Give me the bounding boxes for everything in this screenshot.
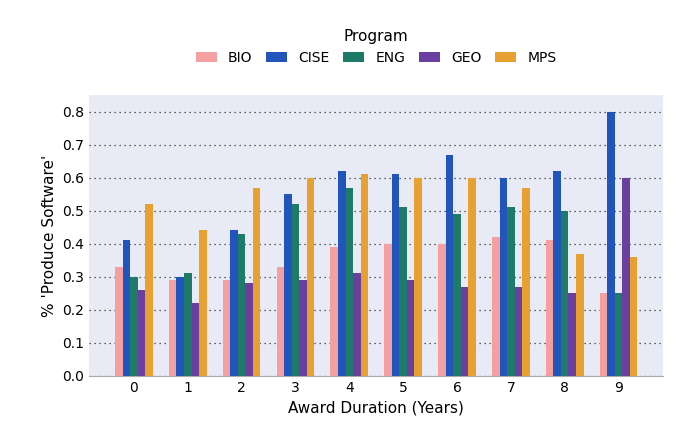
Bar [384,244,392,376]
Bar [238,234,246,376]
Bar [453,214,461,376]
Bar [461,287,469,376]
X-axis label: Award Duration (Years): Award Duration (Years) [288,400,464,415]
Bar [568,293,576,376]
Bar [360,175,368,376]
Bar [600,293,607,376]
Bar [137,290,145,376]
Bar [615,293,622,376]
Bar [253,187,261,376]
Bar [407,280,415,376]
Bar [415,178,422,376]
Bar [299,280,306,376]
Bar [284,194,291,376]
Bar [622,178,630,376]
Bar [291,204,299,376]
Bar [338,171,345,376]
Y-axis label: % 'Produce Software': % 'Produce Software' [42,154,57,317]
Bar [199,231,207,376]
Bar [576,254,583,376]
Bar [553,171,561,376]
Bar [115,267,122,376]
Bar [546,240,553,376]
Bar [514,287,522,376]
Bar [438,244,446,376]
Bar [492,237,499,376]
Bar [353,273,360,376]
Bar [446,155,453,376]
Bar [169,280,176,376]
Bar [399,207,407,376]
Bar [122,240,130,376]
Bar [522,187,529,376]
Bar [507,207,514,376]
Bar [184,273,192,376]
Bar [392,175,399,376]
Bar [607,111,615,376]
Bar [223,280,231,376]
Bar [176,277,184,376]
Bar [499,178,507,376]
Bar [306,178,314,376]
Bar [276,267,284,376]
Bar [192,303,199,376]
Legend: BIO, CISE, ENG, GEO, MPS: BIO, CISE, ENG, GEO, MPS [190,23,562,70]
Bar [469,178,476,376]
Bar [345,187,353,376]
Bar [130,277,137,376]
Bar [330,247,338,376]
Bar [630,257,637,376]
Bar [246,283,253,376]
Bar [231,231,238,376]
Bar [145,204,153,376]
Bar [561,211,568,376]
